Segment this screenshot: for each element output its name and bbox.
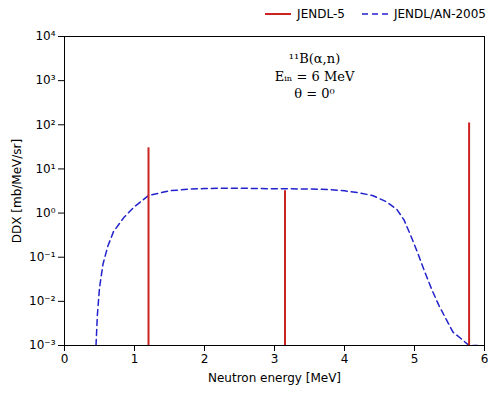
svg-text:10⁻¹: 10⁻¹ (29, 250, 56, 264)
svg-text:10⁴: 10⁴ (35, 29, 55, 43)
svg-text:10⁻³: 10⁻³ (29, 338, 56, 352)
svg-text:2: 2 (201, 352, 209, 366)
svg-text:Neutron energy [MeV]: Neutron energy [MeV] (208, 371, 341, 385)
svg-text:10⁰: 10⁰ (35, 206, 55, 220)
svg-text:0: 0 (61, 352, 69, 366)
svg-text:5: 5 (411, 352, 419, 366)
svg-text:10³: 10³ (35, 73, 55, 87)
svg-text:6: 6 (481, 352, 489, 366)
html-text:JENDL-5: JENDL-5 (297, 7, 345, 21)
html-text:JENDL/AN-2005: JENDL/AN-2005 (393, 7, 486, 21)
svg-text:1: 1 (131, 352, 139, 366)
svg-text:10¹: 10¹ (35, 162, 55, 176)
svg-text:4: 4 (341, 352, 349, 366)
svg-text:3: 3 (271, 352, 279, 366)
svg-text:¹¹B(α,n)Eᵢₙ = 6 MeVθ = 0⁰: ¹¹B(α,n)Eᵢₙ = 6 MeVθ = 0⁰ (275, 51, 355, 101)
svg-text:DDX [mb/MeV/sr]: DDX [mb/MeV/sr] (10, 139, 24, 243)
svg-text:10⁻²: 10⁻² (29, 294, 56, 308)
svg-text:10²: 10² (35, 118, 55, 132)
